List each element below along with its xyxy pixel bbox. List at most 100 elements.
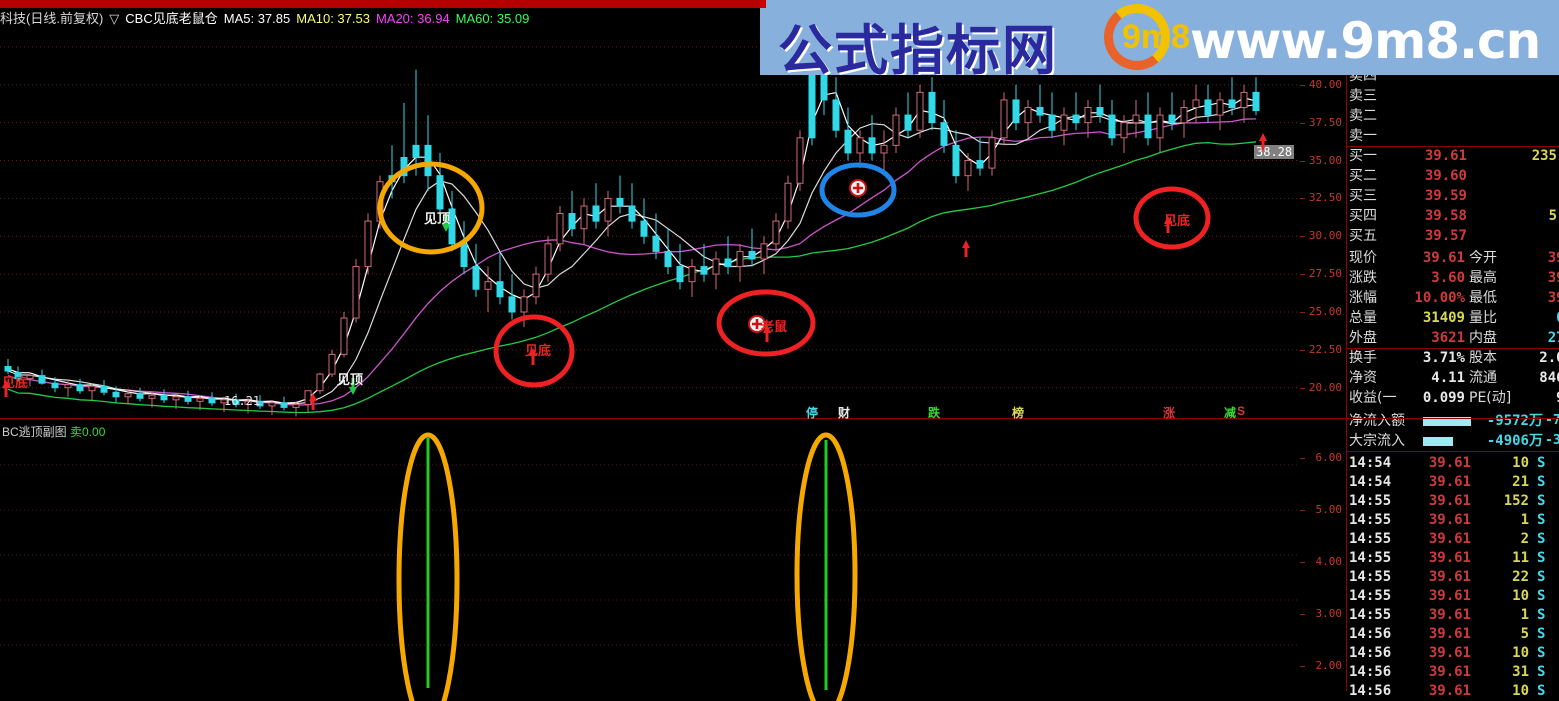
tick-row[interactable]: 14:56 39.61 10 S bbox=[1347, 644, 1559, 663]
order-book-row[interactable]: 买三 39.59 bbox=[1347, 186, 1559, 206]
order-book-row[interactable]: 买一 39.61 235 bbox=[1347, 146, 1559, 166]
tick-side: S bbox=[1537, 531, 1546, 547]
order-book-row[interactable]: 卖一 bbox=[1347, 126, 1559, 146]
level-label: 买一 bbox=[1349, 148, 1377, 164]
price-axis-dash bbox=[1300, 274, 1305, 276]
order-book-row[interactable]: 卖二 bbox=[1347, 106, 1559, 126]
tick-row[interactable]: 14:55 39.61 1 S bbox=[1347, 606, 1559, 625]
quote-value-left: 31409 bbox=[1422, 310, 1465, 326]
level-label: 买二 bbox=[1349, 168, 1377, 184]
tick-volume: 1 bbox=[1520, 607, 1529, 623]
order-book-row[interactable]: 卖三 bbox=[1347, 86, 1559, 106]
candle-body bbox=[1204, 99, 1212, 116]
order-book-row[interactable]: 买四 39.58 5 bbox=[1347, 206, 1559, 226]
level-label: 买三 bbox=[1349, 188, 1377, 204]
candle-body bbox=[1072, 114, 1080, 124]
tick-price: 39.61 bbox=[1428, 664, 1471, 680]
tick-row[interactable]: 14:55 39.61 2 S bbox=[1347, 530, 1559, 549]
candle-body bbox=[532, 273, 540, 298]
tick-row[interactable]: 14:54 39.61 21 S bbox=[1347, 473, 1559, 492]
candle-body bbox=[1240, 91, 1248, 109]
price-axis-dash bbox=[1300, 198, 1305, 200]
tick-volume: 1 bbox=[1520, 512, 1529, 528]
event-marker-停[interactable]: 停 bbox=[806, 406, 819, 420]
event-marker-榜[interactable]: 榜 bbox=[1012, 406, 1025, 420]
tick-side: S bbox=[1537, 455, 1546, 471]
price-axis: 42.5040.0037.5035.0032.5030.0027.5025.00… bbox=[1300, 28, 1346, 691]
tick-row[interactable]: 14:56 39.61 10 S bbox=[1347, 682, 1559, 701]
order-book-row[interactable]: 买二 39.60 bbox=[1347, 166, 1559, 186]
tick-side: S bbox=[1537, 512, 1546, 528]
candle-body bbox=[712, 258, 720, 275]
flow-value-secondary: -3 bbox=[1545, 433, 1559, 448]
event-marker-S[interactable]: S bbox=[1237, 404, 1246, 418]
quote-key-right: 股本 bbox=[1469, 350, 1497, 366]
annotation-jianding-top-left: 见顶 bbox=[424, 211, 451, 226]
sub-axis-dash bbox=[1300, 458, 1305, 459]
tick-row[interactable]: 14:55 39.61 22 S bbox=[1347, 568, 1559, 587]
candle-body bbox=[244, 400, 252, 405]
tick-row[interactable]: 14:54 39.61 10 S bbox=[1347, 454, 1559, 473]
tick-row[interactable]: 14:56 39.61 31 S bbox=[1347, 663, 1559, 682]
quote-value-left: 10.00% bbox=[1414, 290, 1465, 306]
candle-body bbox=[760, 243, 768, 260]
flow-bar bbox=[1423, 417, 1471, 426]
tick-side: S bbox=[1537, 664, 1546, 680]
price-axis-dash bbox=[1300, 84, 1305, 86]
price-axis-dash bbox=[1300, 122, 1305, 124]
banner-site-name: 公式指标网 bbox=[778, 19, 1058, 75]
candle-body bbox=[724, 258, 732, 268]
candle-body bbox=[1096, 107, 1104, 116]
candle-body bbox=[148, 394, 156, 399]
tick-price: 39.61 bbox=[1428, 493, 1471, 509]
candle-body bbox=[256, 400, 264, 407]
quote-value-right: 99 bbox=[1513, 388, 1559, 408]
candle-body bbox=[964, 160, 972, 177]
candle-body bbox=[1000, 99, 1008, 139]
event-marker-涨[interactable]: 涨 bbox=[1163, 406, 1176, 420]
candle-body bbox=[1132, 114, 1140, 124]
candle-body bbox=[292, 403, 300, 408]
tick-volume: 11 bbox=[1512, 550, 1529, 566]
candle-body bbox=[340, 317, 348, 355]
sub-axis-dash bbox=[1300, 666, 1305, 667]
ma20-line bbox=[7, 118, 1257, 406]
candle-body bbox=[916, 91, 924, 131]
tick-row[interactable]: 14:55 39.61 1 S bbox=[1347, 511, 1559, 530]
tick-time: 14:56 bbox=[1349, 683, 1392, 699]
tick-row[interactable]: 14:56 39.61 5 S bbox=[1347, 625, 1559, 644]
quote-value-left: 39.61 bbox=[1422, 250, 1465, 266]
tick-side: S bbox=[1537, 626, 1546, 642]
quote-value-left: 4.11 bbox=[1431, 370, 1465, 386]
candle-body bbox=[304, 390, 312, 405]
event-marker-跌[interactable]: 跌 bbox=[928, 406, 941, 420]
quote-value-left: 3.60 bbox=[1431, 270, 1465, 286]
tick-volume: 10 bbox=[1512, 683, 1529, 699]
tick-time: 14:55 bbox=[1349, 493, 1392, 509]
candle-body bbox=[364, 220, 372, 268]
price-axis-tick: 30.00 bbox=[1308, 229, 1342, 243]
candle-body bbox=[136, 393, 144, 399]
tick-row[interactable]: 14:55 39.61 10 S bbox=[1347, 587, 1559, 606]
dropdown-arrow-icon[interactable]: ▽ bbox=[109, 11, 120, 26]
order-book-row[interactable]: 买五 39.57 bbox=[1347, 226, 1559, 246]
tick-volume: 152 bbox=[1503, 493, 1529, 509]
bc-escape-top-subchart[interactable] bbox=[0, 420, 1300, 691]
low-price-tag: 16.21 bbox=[224, 394, 261, 408]
candle-body bbox=[688, 266, 696, 283]
event-marker-减[interactable]: 减 bbox=[1224, 406, 1237, 420]
price-axis-tick: 20.00 bbox=[1308, 380, 1342, 394]
main-candlestick-chart[interactable] bbox=[0, 28, 1300, 418]
candle-body bbox=[160, 394, 168, 401]
candle-body bbox=[352, 266, 360, 319]
candle-body bbox=[1216, 99, 1224, 116]
tick-row[interactable]: 14:55 39.61 152 S bbox=[1347, 492, 1559, 511]
candle-body bbox=[544, 243, 552, 275]
candle-body bbox=[1048, 114, 1056, 131]
tick-row[interactable]: 14:55 39.61 11 S bbox=[1347, 549, 1559, 568]
indicator-name-label[interactable]: CBC见底老鼠仓 bbox=[125, 11, 218, 26]
candle-body bbox=[100, 385, 108, 393]
event-marker-财[interactable]: 财 bbox=[838, 406, 851, 420]
